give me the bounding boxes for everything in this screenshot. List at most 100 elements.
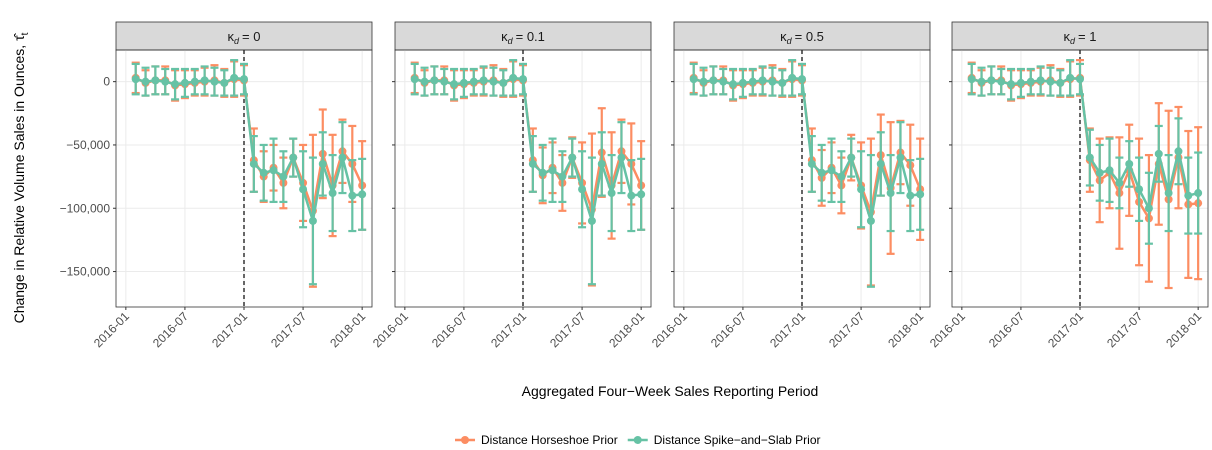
point — [171, 80, 180, 89]
strip-subscript: d — [508, 36, 514, 46]
point — [738, 78, 747, 87]
point — [1007, 80, 1016, 89]
y-axis-label-sub: t — [20, 32, 31, 35]
point — [1046, 77, 1055, 86]
x-tick-label: 2016-01 — [927, 309, 968, 350]
point — [1016, 78, 1025, 87]
strip-value: = 0.1 — [516, 29, 545, 44]
point — [220, 78, 229, 87]
point — [896, 153, 905, 162]
point — [578, 185, 587, 194]
point — [289, 153, 298, 162]
point — [587, 216, 596, 225]
point — [719, 77, 728, 86]
point — [528, 159, 537, 168]
point — [308, 216, 317, 225]
panel-border — [951, 49, 1209, 308]
point — [568, 153, 577, 162]
strip-symbol: κ — [228, 29, 235, 44]
point — [886, 189, 895, 198]
point — [538, 168, 547, 177]
point — [1056, 78, 1065, 87]
x-tick-label: 2017-07 — [826, 309, 867, 350]
x-tick-label: 2016-01 — [91, 309, 132, 350]
point — [967, 75, 976, 84]
point — [420, 77, 429, 86]
point — [866, 216, 875, 225]
x-tick-label: 2018-01 — [885, 309, 926, 350]
x-tick-label: 2016-07 — [708, 309, 749, 350]
point — [699, 77, 708, 86]
x-tick-label: 2018-01 — [606, 309, 647, 350]
point — [709, 76, 718, 85]
x-tick-label: 2017-01 — [767, 309, 808, 350]
y-tick-label: −150,000 — [60, 265, 111, 279]
point — [748, 77, 757, 86]
series-line — [971, 76, 1199, 213]
y-tick-label: 0 — [103, 75, 110, 89]
point — [1115, 178, 1124, 187]
strip-value: = 0 — [242, 29, 260, 44]
strip-symbol: κ — [1064, 29, 1071, 44]
series-line — [414, 76, 643, 215]
point — [916, 190, 925, 199]
point — [1194, 189, 1203, 198]
point — [1036, 76, 1045, 85]
point — [180, 78, 189, 87]
point — [348, 191, 357, 200]
x-tick-label: 2016-07 — [429, 309, 470, 350]
panel-border — [394, 49, 652, 308]
strip — [673, 21, 931, 51]
point — [1085, 153, 1094, 162]
point — [1154, 149, 1163, 158]
point — [249, 159, 258, 168]
point — [450, 80, 459, 89]
x-tick-label: 2017-07 — [547, 309, 588, 350]
strip-label: κd = 0.5 — [780, 29, 824, 46]
point — [758, 76, 767, 85]
point — [807, 159, 816, 168]
strip-value: = 1 — [1078, 29, 1096, 44]
point — [977, 77, 986, 86]
point — [519, 75, 527, 84]
legend-label: Distance Horseshoe Prior — [481, 433, 618, 447]
point — [358, 190, 367, 199]
point — [1144, 204, 1153, 213]
point — [1095, 168, 1104, 177]
point — [459, 78, 468, 87]
x-tick-label: 2016-07 — [986, 309, 1027, 350]
point — [489, 77, 498, 86]
panel-border — [115, 49, 373, 308]
strip-label: κd = 0 — [228, 29, 261, 46]
point — [689, 75, 698, 84]
point — [190, 77, 199, 86]
point — [440, 77, 449, 86]
point — [131, 75, 140, 84]
x-tick-label: 2017-01 — [1045, 309, 1086, 350]
series-line — [693, 76, 921, 222]
series-line — [414, 76, 642, 222]
point — [1184, 191, 1193, 200]
strip — [115, 21, 373, 51]
point — [509, 73, 518, 82]
point — [318, 159, 327, 168]
x-axis-label: Aggregated Four−Week Sales Reporting Per… — [522, 383, 819, 399]
series-line — [135, 76, 363, 222]
point — [827, 166, 836, 175]
point — [817, 168, 826, 177]
point — [1076, 75, 1084, 84]
x-tick-label: 2016-01 — [649, 309, 690, 350]
point — [269, 166, 278, 175]
strip-subscript: d — [234, 36, 240, 46]
point — [847, 153, 856, 162]
y-tick-label: −100,000 — [60, 201, 111, 215]
point — [1105, 166, 1114, 175]
point — [558, 172, 567, 181]
strip-subscript: d — [1070, 36, 1076, 46]
point — [1174, 147, 1183, 156]
point — [876, 159, 885, 168]
point — [617, 153, 626, 162]
legend-label: Distance Spike−and−Slab Prior — [654, 433, 821, 447]
strip-value: = 0.5 — [795, 29, 824, 44]
point — [857, 185, 866, 194]
